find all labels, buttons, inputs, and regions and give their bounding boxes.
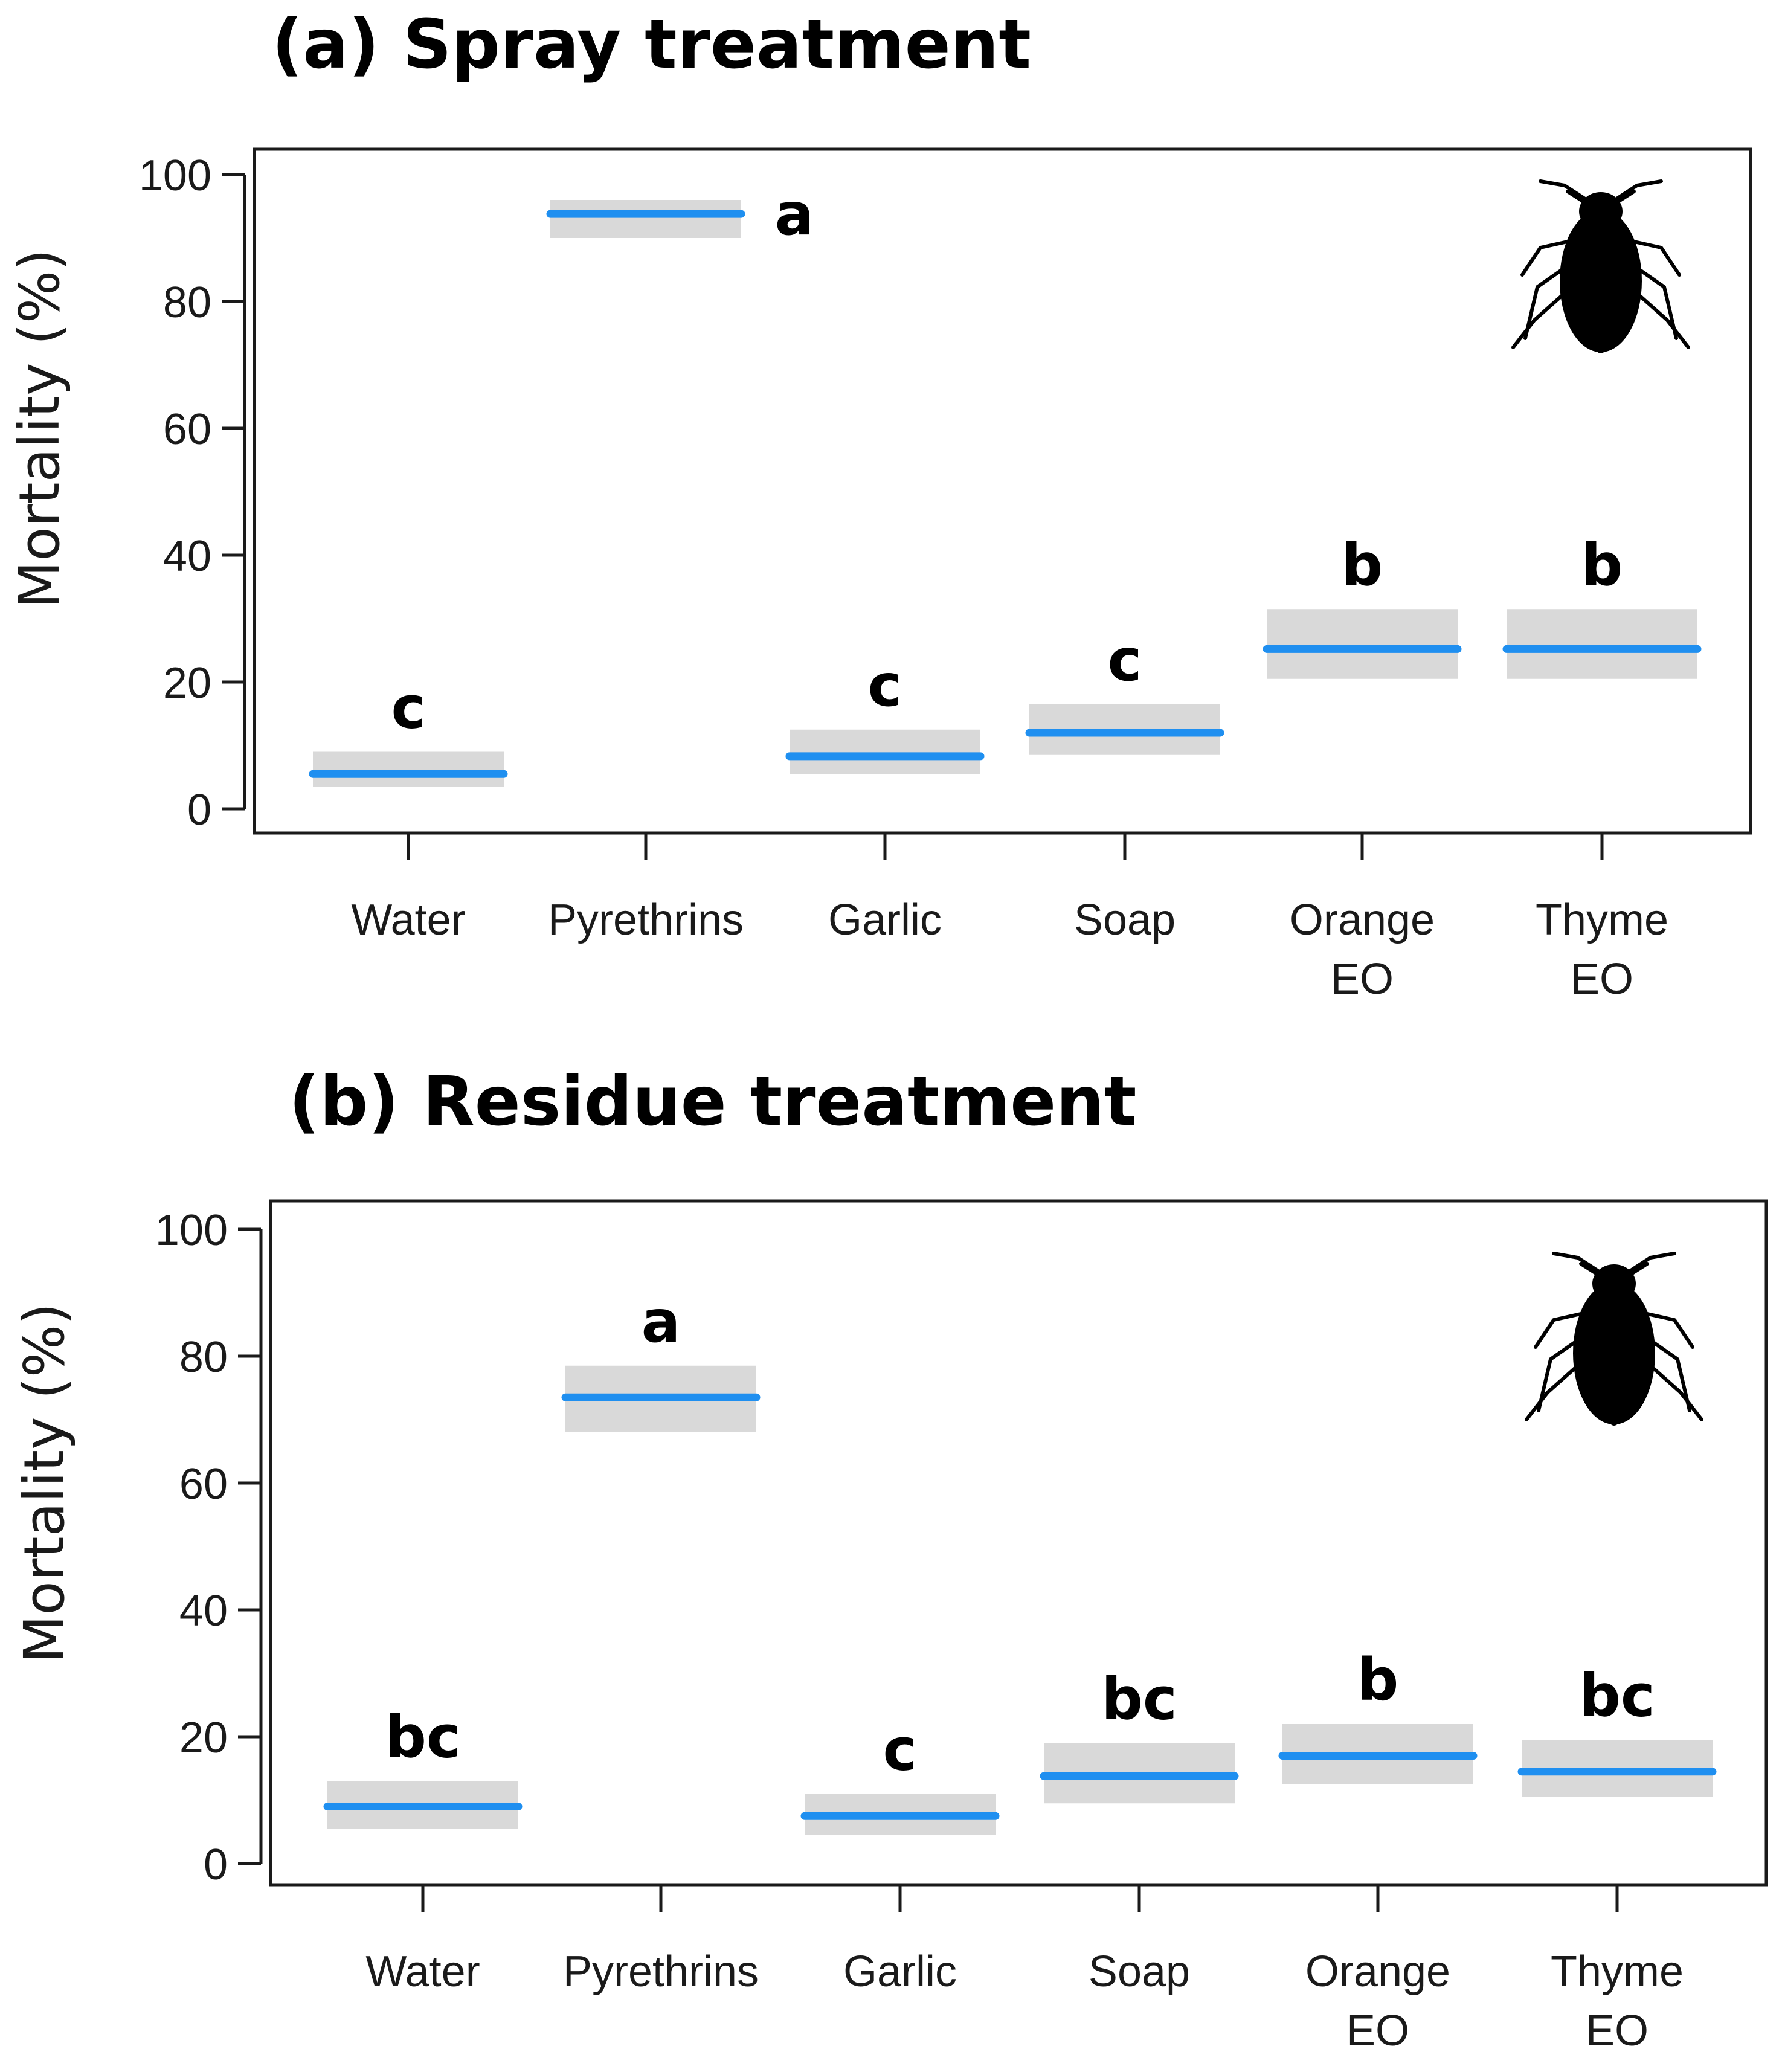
panel-residue-treatment: (b) Residue treatment Mortality (%) 0 20 4…	[12, 1063, 1768, 2055]
plot-frame	[269, 1199, 1768, 1887]
x-tick-label-line: Water	[365, 1948, 480, 1996]
y-tick-label: 80	[163, 278, 211, 327]
x-tick-label-line: EO	[1346, 2007, 1409, 2055]
panel-spray-treatment: (a) Spray treatment Mortality (%) 0 20 40 6…	[7, 5, 1752, 1003]
x-tick-label: Garlic	[843, 1948, 957, 1996]
y-tick-label: 80	[179, 1333, 228, 1382]
x-tick-label: Water	[351, 896, 465, 944]
x-tick-label-line: Thyme	[1536, 896, 1668, 944]
confidence-interval	[550, 200, 741, 238]
x-tick-label-line: Thyme	[1551, 1948, 1684, 1996]
x-axis-ticks: Water Pyrethrins Garlic Soap Orange EO Thyme EO	[351, 833, 1668, 1003]
x-tick-label-line: Soap	[1089, 1948, 1190, 1996]
significance-letter: b	[1342, 531, 1383, 599]
significance-letter: b	[1357, 1646, 1399, 1714]
y-axis-title: Mortality (%)	[7, 249, 72, 609]
x-tick-label-line: Orange	[1290, 896, 1435, 944]
x-tick-label: Pyrethrins	[563, 1948, 759, 1996]
x-tick-label: Thyme EO	[1536, 896, 1668, 1003]
y-tick-label: 20	[163, 659, 211, 707]
plot-frame	[253, 147, 1752, 835]
x-tick-label-line: Pyrethrins	[548, 896, 744, 944]
y-tick-label: 40	[179, 1587, 228, 1635]
x-tick-label: Thyme EO	[1551, 1948, 1684, 2055]
y-tick-label: 20	[179, 1714, 228, 1762]
significance-letter: bc	[385, 1704, 461, 1771]
y-axis-ticks: 0 20 40 60 80 100	[155, 1206, 261, 1889]
panel-title: (a) Spray treatment	[272, 5, 1031, 84]
x-tick-label: Garlic	[828, 896, 942, 944]
significance-letter: c	[391, 674, 426, 742]
x-tick-label: Soap	[1089, 1948, 1190, 1996]
x-tick-label-line: Garlic	[843, 1948, 957, 1996]
significance-letter: a	[642, 1288, 681, 1356]
x-tick-label-line: Soap	[1074, 896, 1176, 944]
significance-letter: c	[883, 1716, 918, 1784]
confidence-interval	[1267, 609, 1458, 679]
aphid-silhouette-icon	[1526, 1253, 1702, 1426]
significance-letter: c	[868, 652, 902, 719]
y-tick-label: 100	[155, 1206, 228, 1255]
panel-title: (b) Residue treatment	[289, 1063, 1136, 1141]
y-axis-title: Mortality (%)	[12, 1303, 77, 1663]
confidence-interval	[1507, 609, 1697, 679]
x-tick-label-line: EO	[1331, 955, 1394, 1003]
x-tick-label-line: Orange	[1305, 1948, 1450, 1996]
confidence-interval	[313, 751, 504, 787]
y-tick-label: 40	[163, 532, 211, 581]
x-tick-label-line: Garlic	[828, 896, 942, 944]
significance-letter: c	[1108, 626, 1142, 694]
x-tick-label: Water	[365, 1948, 480, 1996]
significance-letter: b	[1581, 531, 1623, 599]
y-tick-label: 60	[163, 405, 211, 454]
x-tick-label: Pyrethrins	[548, 896, 744, 944]
x-tick-label-line: EO	[1586, 2007, 1649, 2055]
x-tick-label: Soap	[1074, 896, 1176, 944]
x-tick-label-line: Water	[351, 896, 465, 944]
interval-marks: c a c c b b	[309, 181, 1702, 787]
significance-letter: bc	[1579, 1662, 1655, 1729]
significance-letter: bc	[1101, 1665, 1177, 1733]
x-tick-label-line: EO	[1571, 955, 1633, 1003]
y-tick-label: 60	[179, 1460, 228, 1508]
confidence-interval	[790, 729, 980, 774]
x-tick-label-line: Pyrethrins	[563, 1948, 759, 1996]
x-tick-label: Orange EO	[1305, 1948, 1450, 2055]
significance-letter: a	[775, 181, 814, 248]
x-axis-ticks: Water Pyrethrins Garlic Soap Orange EO Thyme EO	[365, 1885, 1684, 2055]
x-tick-label: Orange EO	[1290, 896, 1435, 1003]
interval-marks: bc a c bc b bc	[323, 1288, 1717, 1835]
aphid-silhouette-icon	[1513, 181, 1688, 353]
y-tick-label: 0	[187, 786, 211, 834]
y-tick-label: 100	[139, 152, 211, 200]
y-axis-ticks: 0 20 40 60 80 100	[139, 152, 245, 834]
y-tick-label: 0	[204, 1841, 228, 1889]
